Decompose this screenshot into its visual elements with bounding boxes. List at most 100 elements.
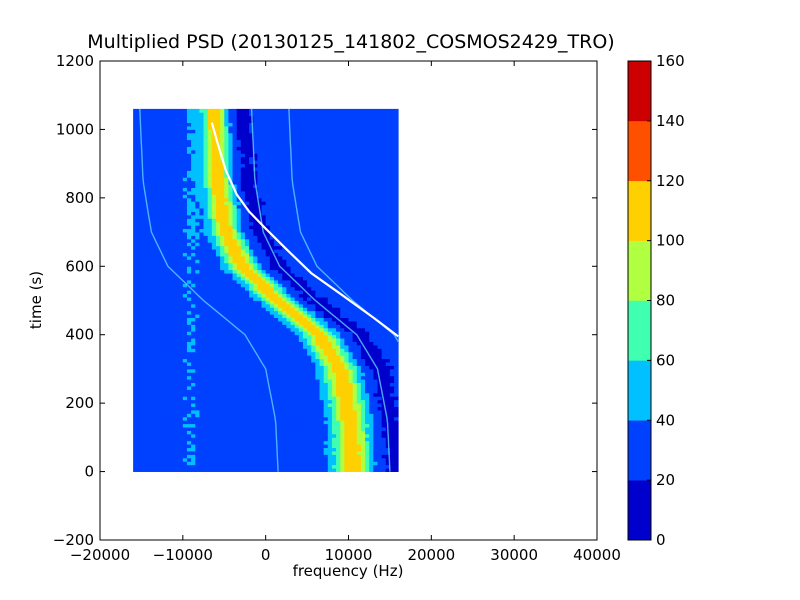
heatmap-cell	[232, 273, 238, 277]
heatmap-cell	[137, 409, 142, 414]
heatmap-cell	[369, 242, 374, 247]
heatmap-cell	[162, 228, 167, 233]
heatmap-cell	[170, 327, 175, 332]
heatmap-cell	[369, 389, 374, 394]
heatmap-cell	[311, 423, 316, 428]
heatmap-cell	[170, 214, 175, 219]
heatmap-cell	[344, 427, 349, 431]
heatmap-cell	[149, 307, 155, 312]
heatmap-cell	[261, 454, 267, 459]
heatmap-cell	[315, 245, 320, 250]
heatmap-cell	[394, 286, 399, 291]
heatmap-cell	[331, 348, 337, 353]
heatmap-cell	[224, 447, 229, 452]
heatmap-cell	[389, 238, 395, 243]
heatmap-cell	[278, 454, 283, 459]
heatmap-cell	[191, 297, 196, 301]
heatmap-cell	[369, 338, 374, 342]
heatmap-cell	[389, 444, 395, 449]
heatmap-cell	[178, 204, 184, 209]
heatmap-cell	[220, 386, 225, 390]
heatmap-cell	[369, 290, 374, 295]
heatmap-cell	[286, 409, 291, 414]
heatmap-cell	[141, 358, 146, 363]
heatmap-cell	[170, 440, 175, 445]
heatmap-cell	[340, 327, 345, 332]
heatmap-cell	[186, 228, 192, 233]
heatmap-cell	[385, 245, 391, 250]
heatmap-cell	[186, 365, 192, 370]
heatmap-cell	[348, 293, 354, 298]
heatmap-cell	[336, 204, 341, 209]
heatmap-cell	[315, 303, 320, 308]
heatmap-cell	[369, 221, 374, 226]
heatmap-cell	[236, 341, 242, 346]
heatmap-cell	[331, 433, 337, 438]
heatmap-cell	[286, 214, 291, 219]
heatmap-cell	[137, 420, 142, 425]
heatmap-cell	[203, 430, 209, 435]
heatmap-cell	[186, 362, 192, 366]
heatmap-cell	[240, 396, 246, 401]
heatmap-cell	[191, 338, 196, 342]
heatmap-cell	[182, 208, 188, 212]
heatmap-cell	[336, 423, 341, 428]
heatmap-cell	[236, 344, 242, 349]
heatmap-cell	[137, 262, 142, 267]
heatmap-cell	[315, 348, 320, 353]
heatmap-cell	[174, 433, 180, 438]
heatmap-cell	[253, 457, 258, 462]
heatmap-cell	[211, 238, 217, 243]
heatmap-cell	[166, 252, 171, 257]
heatmap-cell	[228, 437, 233, 442]
heatmap-cell	[290, 228, 296, 233]
heatmap-cell	[207, 266, 213, 271]
heatmap-cell	[174, 375, 180, 380]
heatmap-cell	[352, 427, 358, 431]
heatmap-cell	[369, 303, 374, 308]
heatmap-cell	[178, 262, 184, 267]
heatmap-cell	[186, 338, 192, 342]
heatmap-cell	[352, 344, 358, 349]
heatmap-cell	[207, 221, 213, 226]
heatmap-cell	[133, 440, 138, 445]
heatmap-cell	[153, 211, 159, 216]
heatmap-cell	[133, 303, 138, 308]
heatmap-cell	[236, 362, 242, 366]
heatmap-cell	[294, 433, 300, 438]
heatmap-cell	[278, 300, 283, 305]
heatmap-cell	[290, 351, 296, 356]
heatmap-cell	[133, 433, 138, 438]
heatmap-cell	[323, 300, 329, 305]
heatmap-cell	[344, 331, 349, 336]
heatmap-cell	[282, 344, 287, 349]
heatmap-cell	[356, 427, 362, 431]
heatmap-cell	[290, 283, 296, 288]
heatmap-cell	[240, 321, 246, 325]
heatmap-cell	[356, 273, 362, 277]
heatmap-cell	[244, 266, 250, 271]
heatmap-cell	[182, 365, 188, 370]
heatmap-cell	[323, 375, 329, 380]
heatmap-cell	[199, 232, 204, 236]
heatmap-cell	[195, 399, 200, 404]
heatmap-cell	[294, 457, 300, 462]
heatmap-cell	[302, 379, 308, 384]
heatmap-cell	[249, 338, 254, 342]
heatmap-cell	[286, 290, 291, 295]
heatmap-cell	[356, 416, 362, 421]
heatmap-cell	[203, 427, 209, 431]
heatmap-cell	[365, 444, 370, 449]
heatmap-cell	[278, 344, 283, 349]
heatmap-cell	[307, 290, 312, 295]
heatmap-cell	[261, 433, 267, 438]
heatmap-cell	[286, 392, 291, 397]
heatmap-cell	[290, 372, 296, 377]
heatmap-cell	[203, 276, 209, 281]
heatmap-cell	[191, 232, 196, 236]
heatmap-cell	[365, 386, 370, 390]
heatmap-cell	[240, 355, 246, 360]
heatmap-cell	[215, 457, 221, 462]
heatmap-cell	[394, 416, 399, 421]
heatmap-cell	[265, 451, 271, 455]
